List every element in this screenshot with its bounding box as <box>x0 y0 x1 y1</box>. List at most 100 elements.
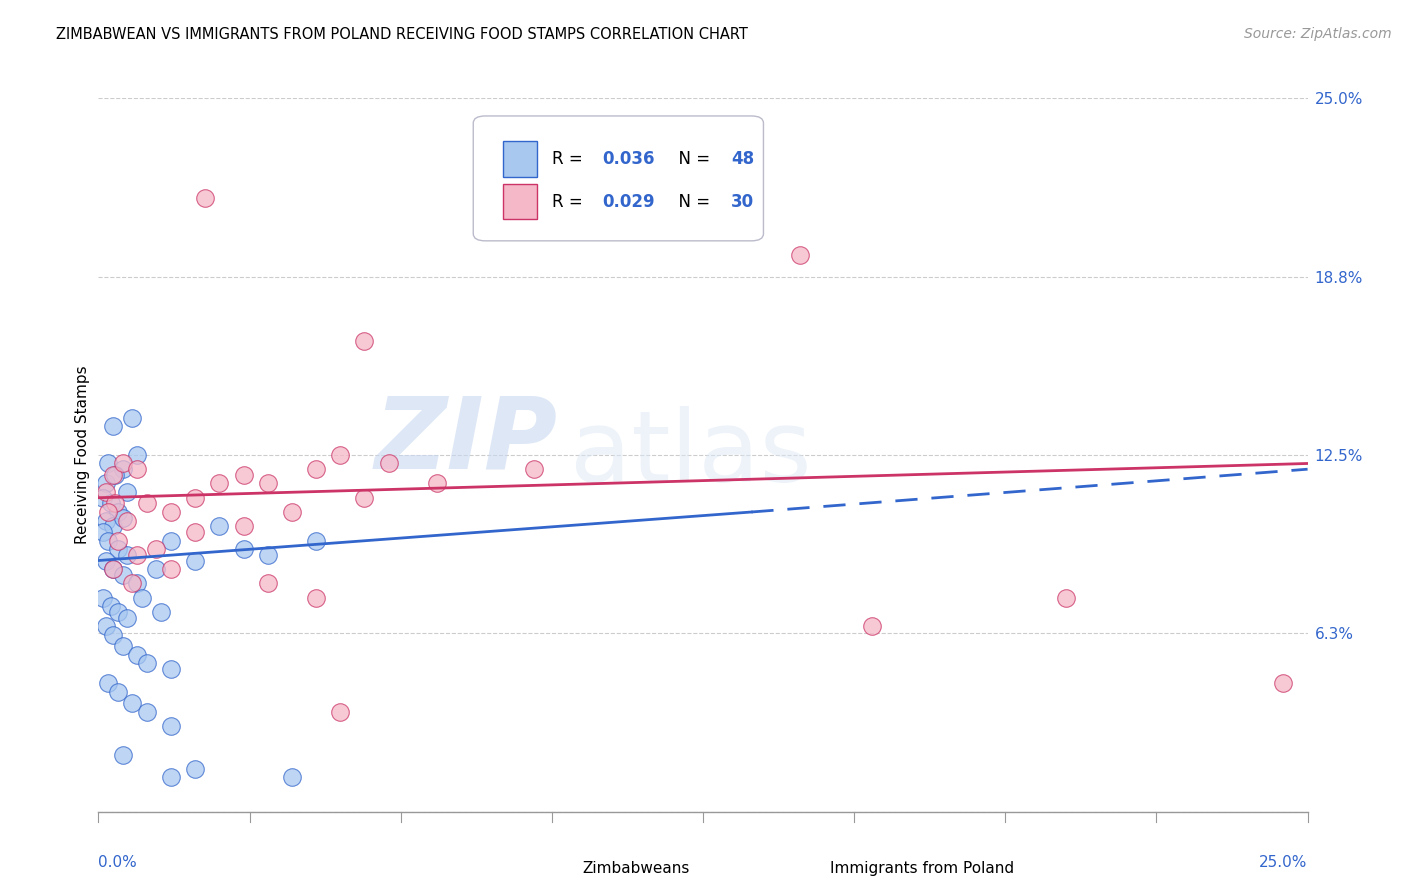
Text: 25.0%: 25.0% <box>1260 855 1308 870</box>
Text: atlas: atlas <box>569 407 811 503</box>
Point <box>111 639 134 653</box>
Point <box>789 248 811 262</box>
Point <box>184 553 207 567</box>
Point <box>232 467 254 482</box>
Point <box>160 505 183 519</box>
Point <box>1054 591 1077 605</box>
Point <box>135 705 157 719</box>
Point <box>145 562 167 576</box>
Point <box>104 496 127 510</box>
Point <box>184 491 207 505</box>
Text: R =: R = <box>551 193 588 211</box>
FancyBboxPatch shape <box>503 141 537 177</box>
Point <box>94 476 117 491</box>
Point <box>160 533 183 548</box>
Point <box>94 553 117 567</box>
Text: N =: N = <box>668 150 716 168</box>
Text: N =: N = <box>668 193 716 211</box>
Point <box>111 462 134 476</box>
Point <box>107 605 129 619</box>
Point <box>127 462 149 476</box>
Point <box>160 771 183 785</box>
Point <box>305 591 328 605</box>
Point <box>860 619 883 633</box>
Point <box>305 533 328 548</box>
Text: 0.029: 0.029 <box>603 193 655 211</box>
Point <box>121 410 143 425</box>
Point <box>117 514 139 528</box>
Point <box>256 476 278 491</box>
Text: 0.0%: 0.0% <box>98 855 138 870</box>
Text: ZIMBABWEAN VS IMMIGRANTS FROM POLAND RECEIVING FOOD STAMPS CORRELATION CHART: ZIMBABWEAN VS IMMIGRANTS FROM POLAND REC… <box>56 27 748 42</box>
Point <box>117 485 139 500</box>
Point <box>97 457 120 471</box>
Point <box>100 496 122 510</box>
Point <box>135 496 157 510</box>
Point <box>111 747 134 762</box>
Point <box>127 448 149 462</box>
Point <box>194 191 217 205</box>
Point <box>107 533 129 548</box>
Point <box>107 505 129 519</box>
Point <box>208 519 231 533</box>
Point <box>426 476 449 491</box>
Point <box>232 519 254 533</box>
Point <box>256 576 278 591</box>
Point <box>97 676 120 690</box>
Point <box>184 762 207 776</box>
Text: R =: R = <box>551 150 588 168</box>
Point <box>101 467 124 482</box>
Point <box>160 662 183 676</box>
Point <box>100 599 122 614</box>
Point <box>353 334 375 348</box>
Point <box>104 467 127 482</box>
Y-axis label: Receiving Food Stamps: Receiving Food Stamps <box>75 366 90 544</box>
Point <box>107 542 129 557</box>
Point <box>94 485 117 500</box>
Text: Source: ZipAtlas.com: Source: ZipAtlas.com <box>1244 27 1392 41</box>
Point <box>91 591 114 605</box>
Point <box>101 562 124 576</box>
Point <box>329 705 352 719</box>
Point <box>94 514 117 528</box>
Point <box>329 448 352 462</box>
Point <box>127 548 149 562</box>
Point <box>107 685 129 699</box>
Point <box>111 457 134 471</box>
Point <box>256 548 278 562</box>
Point <box>121 576 143 591</box>
Point <box>91 524 114 539</box>
Point <box>281 505 304 519</box>
Point <box>101 519 124 533</box>
FancyBboxPatch shape <box>474 116 763 241</box>
Point <box>127 576 149 591</box>
Point <box>117 610 139 624</box>
Point <box>1272 676 1295 690</box>
Point <box>160 562 183 576</box>
Point <box>377 457 399 471</box>
Point <box>111 567 134 582</box>
Text: 0.036: 0.036 <box>603 150 655 168</box>
Point <box>101 419 124 434</box>
Point <box>160 719 183 733</box>
Point <box>145 542 167 557</box>
Point <box>150 605 173 619</box>
Text: ZIP: ZIP <box>375 392 558 489</box>
Point <box>101 628 124 642</box>
Point <box>101 562 124 576</box>
Point <box>208 476 231 491</box>
Text: Zimbabweans: Zimbabweans <box>582 862 689 876</box>
FancyBboxPatch shape <box>534 855 576 883</box>
Point <box>117 548 139 562</box>
Point <box>121 696 143 710</box>
Point <box>232 542 254 557</box>
FancyBboxPatch shape <box>782 855 824 883</box>
Point <box>523 462 546 476</box>
Point <box>91 491 114 505</box>
Point <box>94 619 117 633</box>
Point <box>97 505 120 519</box>
Point <box>353 491 375 505</box>
Point <box>281 771 304 785</box>
Point <box>127 648 149 662</box>
Point <box>111 510 134 524</box>
